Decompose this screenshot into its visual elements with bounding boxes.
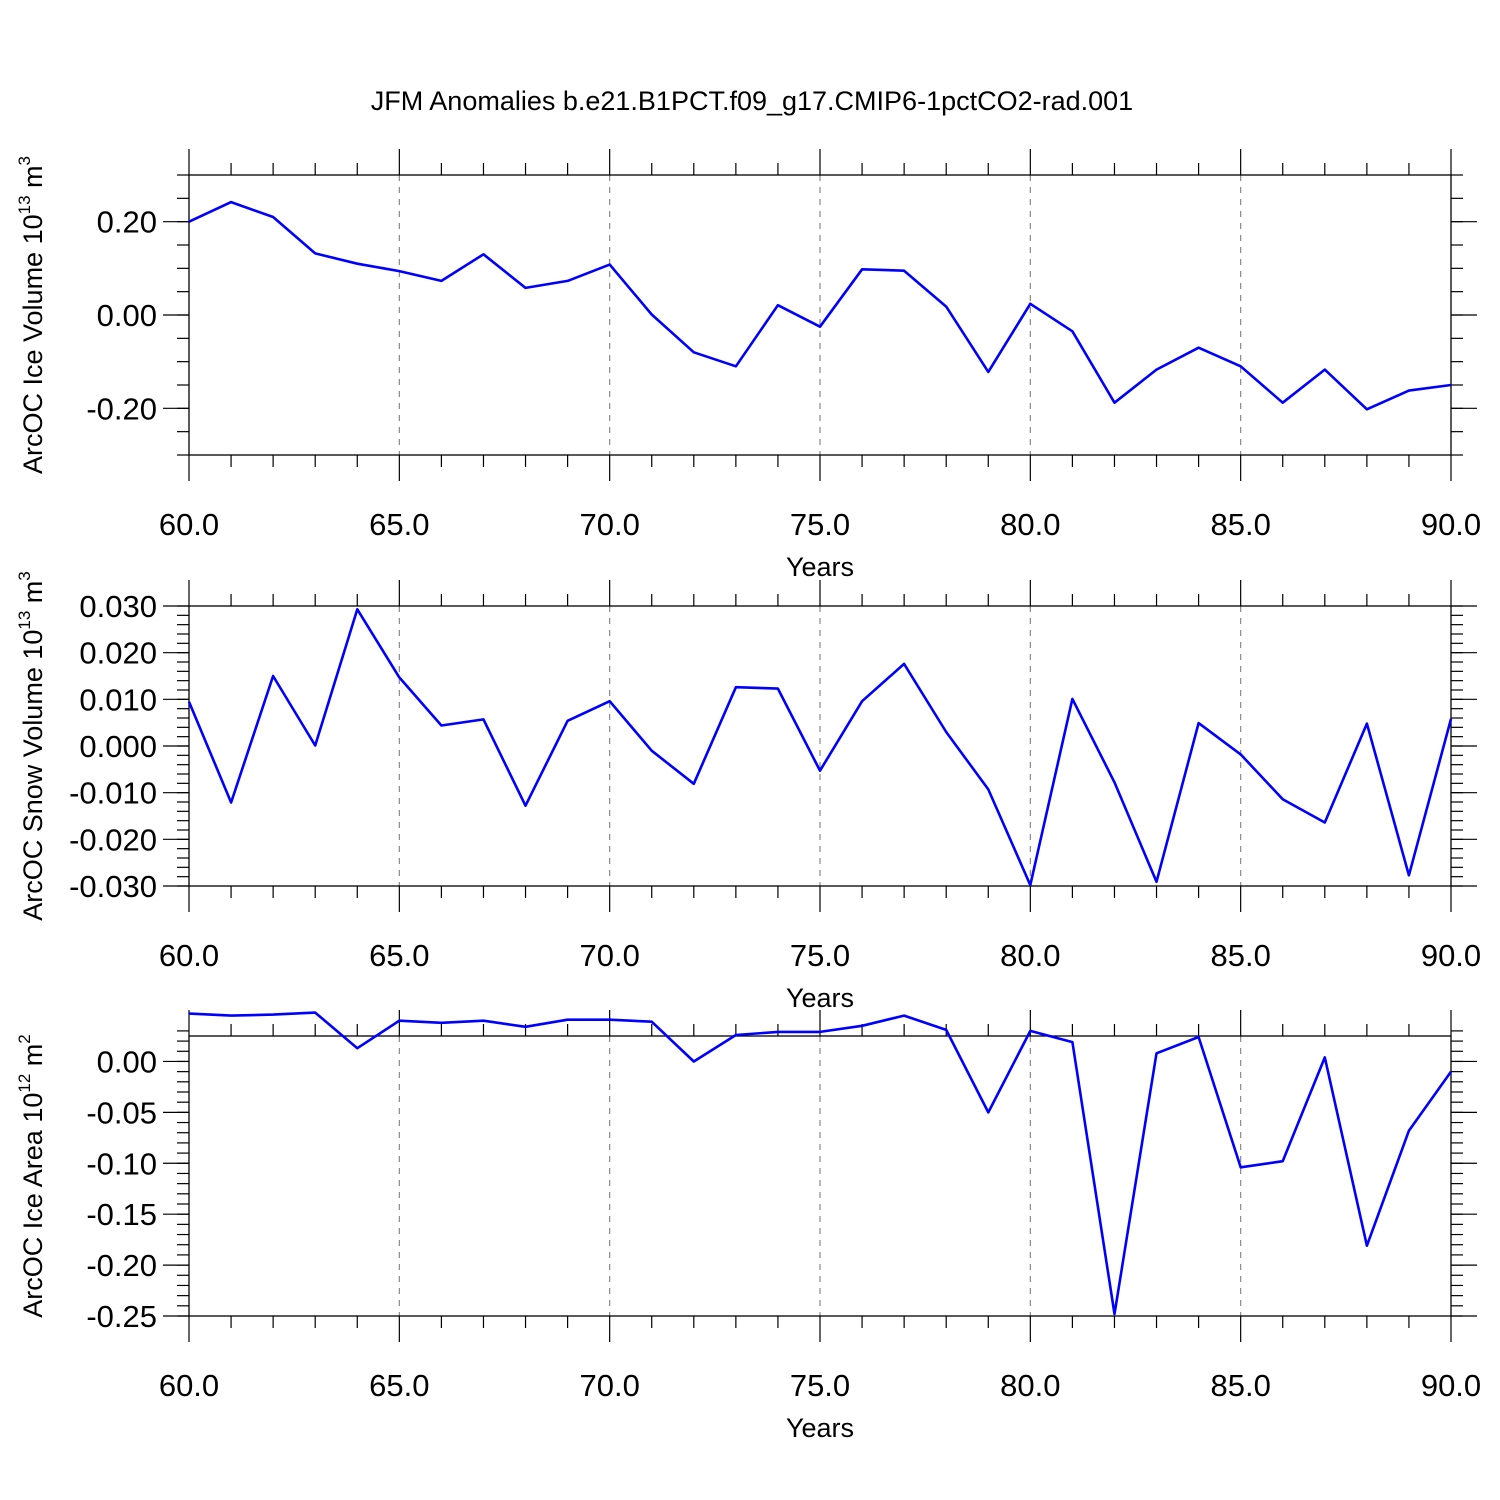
x-tick-label: 70.0 (579, 1368, 639, 1403)
y-tick-label: 0.20 (97, 205, 157, 240)
figure-title: JFM Anomalies b.e21.B1PCT.f09_g17.CMIP6-… (371, 86, 1133, 116)
x-tick-label: 60.0 (159, 1368, 219, 1403)
x-tick-label: 85.0 (1210, 938, 1270, 973)
x-tick-label: 65.0 (369, 938, 429, 973)
y-tick-label: -0.25 (86, 1299, 157, 1334)
y-axis-title-superscript: 2 (15, 1034, 34, 1043)
y-axis-title-part: m (18, 1044, 48, 1074)
series-line-1 (188, 200, 1452, 411)
x-tick-label: 70.0 (579, 938, 639, 973)
y-axis-title-superscript: 13 (15, 195, 34, 214)
y-tick-label: -0.20 (86, 1248, 157, 1283)
y-axis-title-part: ArcOC Snow Volume 10 (18, 630, 48, 921)
y-axis-title-superscript: 3 (15, 156, 34, 165)
y-tick-label: -0.030 (69, 869, 157, 904)
y-tick-label: 0.00 (97, 1044, 157, 1079)
y-axis-title-superscript: 3 (15, 571, 34, 580)
chart-panel-1: 0.20 0.00 -0.20 60.0 65.0 70.0 75.0 80.0 85.0 90.… (15, 149, 1481, 582)
y-axis-title: ArcOC Snow Volume 1013 m3 (15, 571, 48, 921)
x-tick-label: 60.0 (159, 938, 219, 973)
series-line-3 (188, 1011, 1453, 1316)
y-tick-label: 0.010 (79, 682, 157, 717)
y-tick-label: 0.00 (97, 298, 157, 333)
y-axis-title-part: ArcOC Ice Area 10 (18, 1093, 48, 1318)
y-tick-label: -0.020 (69, 822, 157, 857)
y-axis-title-part: m (18, 165, 48, 195)
y-tick-label: 0.030 (79, 589, 157, 624)
y-axis-title-superscript: 13 (15, 611, 34, 630)
x-tick-label: 90.0 (1421, 1368, 1481, 1403)
chart-panel-2: 0.030 0.020 0.010 0.000 -0.010 -0.020 -0.03060… (15, 571, 1481, 1013)
y-tick-label: 0.000 (79, 729, 157, 764)
y-tick-label: -0.05 (86, 1095, 157, 1130)
x-tick-label: 90.0 (1421, 938, 1481, 973)
y-axis-title-superscript: 12 (15, 1074, 34, 1093)
x-tick-label: 65.0 (369, 507, 429, 542)
x-tick-label: 65.0 (369, 1368, 429, 1403)
x-tick-label: 75.0 (790, 1368, 850, 1403)
panels: 0.20 0.00 -0.20 60.0 65.0 70.0 75.0 80.0 85.0 90.… (15, 149, 1481, 1443)
y-tick-label: -0.010 (69, 776, 157, 811)
y-tick-label: -0.10 (86, 1146, 157, 1181)
x-tick-label: 90.0 (1421, 507, 1481, 542)
x-axis-title: Years (786, 1413, 854, 1443)
series-line-2 (187, 607, 1453, 887)
y-axis-title-part: ArcOC Ice Volume 10 (18, 214, 48, 474)
x-tick-label: 85.0 (1210, 507, 1270, 542)
x-tick-label: 70.0 (579, 507, 639, 542)
y-tick-label: 0.020 (79, 636, 157, 671)
y-axis-title: ArcOC Ice Volume 1013 m3 (15, 156, 48, 474)
y-tick-label: -0.15 (86, 1197, 157, 1232)
y-tick-label: -0.20 (86, 391, 157, 426)
y-axis-title-part: m (18, 581, 48, 611)
x-tick-label: 80.0 (1000, 938, 1060, 973)
x-tick-label: 60.0 (159, 507, 219, 542)
x-tick-label: 75.0 (790, 507, 850, 542)
x-axis-title: Years (786, 552, 854, 582)
x-tick-label: 80.0 (1000, 507, 1060, 542)
x-tick-label: 80.0 (1000, 1368, 1060, 1403)
x-tick-label: 85.0 (1210, 1368, 1270, 1403)
x-axis-title: Years (786, 983, 854, 1013)
x-tick-label: 75.0 (790, 938, 850, 973)
y-axis-title: ArcOC Ice Area 1012 m2 (15, 1034, 48, 1318)
